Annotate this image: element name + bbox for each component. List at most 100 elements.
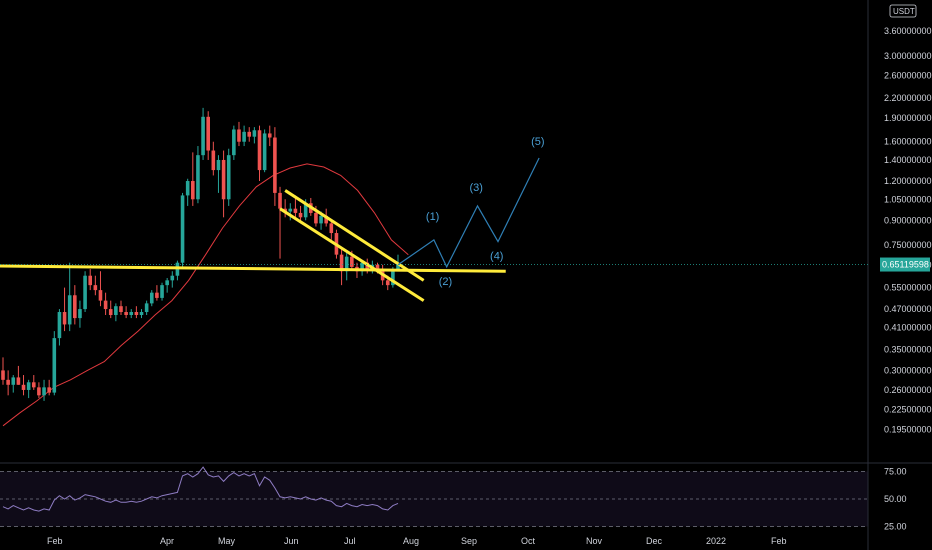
candle-body [329,223,334,234]
price-tick-label: 2.60000000 [884,70,932,80]
candle-body [73,295,77,319]
time-tick-label: May [218,536,236,546]
candle-body [221,159,226,200]
unit-label: USDT [893,7,915,16]
unit-badge[interactable] [889,4,917,18]
candles-layer [1,107,400,401]
candle-body [119,306,123,313]
candle-body [344,256,349,272]
candle-body [257,130,262,171]
time-tick-label: Jun [284,536,299,546]
candle-body [196,155,200,200]
candle-body [206,116,210,151]
trendlines-layer [0,189,506,302]
candle-body [278,192,282,209]
last-price-label: 0.65119598 [882,260,929,270]
candle-body [93,285,98,291]
candle-body [339,254,344,272]
rsi-level-label: 25.00 [884,522,907,532]
rsi-pane: 75.00 50.00 25.00 [0,462,932,532]
price-tick-label: 0.47000000 [884,304,932,314]
moving-average-line [2,163,409,427]
last-price-badge [880,257,930,272]
candle-body [360,262,364,272]
price-tick-label: 0.35000000 [884,344,932,354]
wave-label: (5) [531,136,544,148]
time-tick-label: 2022 [706,536,726,546]
candle-body [47,387,51,393]
candle-body [298,212,303,218]
candle-body [191,181,195,200]
candle-body [98,290,103,301]
time-tick-label: Aug [403,536,419,546]
candle-body [1,370,5,380]
candle-body [52,338,57,393]
candle-body [216,159,221,171]
candle-body [201,116,205,156]
candle-body [303,203,308,218]
wave-label: (4) [490,251,503,263]
candle-body [165,280,169,286]
moving-average-layer [2,163,409,427]
candle-body [226,155,231,200]
candle-body [67,295,72,325]
candle-body [155,292,159,298]
price-tick-label: 1.40000000 [884,155,932,165]
price-tick-label: 1.20000000 [884,176,932,186]
candle-body [375,264,380,272]
candle-body [103,300,108,310]
candle-body [26,382,31,390]
candle-body [42,387,46,396]
time-tick-label: Jul [344,536,356,546]
price-tick-label: 0.30000000 [884,365,932,375]
rsi-level-label: 50.00 [884,494,907,504]
price-tick-label: 0.26000000 [884,385,932,395]
rsi-level-label: 75.00 [884,467,907,477]
candle-body [396,264,400,270]
candle-body [267,133,272,138]
price-tick-label: 0.90000000 [884,215,932,225]
time-tick-label: Feb [47,536,63,546]
candle-body [247,131,252,137]
candle-body [16,377,21,385]
time-axis[interactable]: Feb Apr May Jun Jul Aug Sep Oct Nov Dec 2022 Feb [47,536,787,546]
price-tick-label: 0.75000000 [884,240,932,250]
candle-body [57,312,62,339]
candle-body [242,131,246,142]
time-tick-label: Apr [160,536,174,546]
candle-body [129,312,134,316]
candle-body [350,256,354,267]
wave-label: (1) [426,211,439,223]
time-tick-label: Feb [771,536,787,546]
candle-body [283,208,287,212]
price-tick-label: 3.60000000 [884,26,932,36]
candle-body [83,275,87,310]
candle-body [293,208,298,213]
candle-body [314,212,318,224]
time-tick-label: Dec [646,536,663,546]
time-tick-label: Oct [521,536,536,546]
candle-body [262,133,267,171]
price-tick-label: 1.05000000 [884,194,932,204]
candle-body [170,275,175,281]
candle-body [180,195,185,263]
candle-body [391,269,395,286]
wave-projection-path [397,157,540,269]
price-tick-label: 1.60000000 [884,137,932,147]
candle-body [237,129,241,142]
candle-body [385,280,390,286]
price-tick-label: 0.22500000 [884,405,932,415]
candle-body [319,215,323,224]
candle-body [37,387,41,396]
time-tick-label: Sep [461,536,477,546]
candle-body [252,130,257,137]
candle-body [139,312,144,316]
trendline [0,264,506,273]
time-tick-label: Nov [586,536,603,546]
candle-body [6,379,10,385]
candle-body [31,382,36,388]
candle-body [144,303,149,313]
price-tick-label: 0.55000000 [884,283,932,293]
